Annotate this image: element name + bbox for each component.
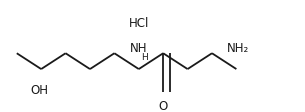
Text: O: O xyxy=(159,99,168,112)
Text: H: H xyxy=(141,52,148,61)
Text: HCl: HCl xyxy=(129,16,149,29)
Text: NH: NH xyxy=(130,42,148,55)
Text: OH: OH xyxy=(30,84,49,97)
Text: NH₂: NH₂ xyxy=(227,42,249,55)
